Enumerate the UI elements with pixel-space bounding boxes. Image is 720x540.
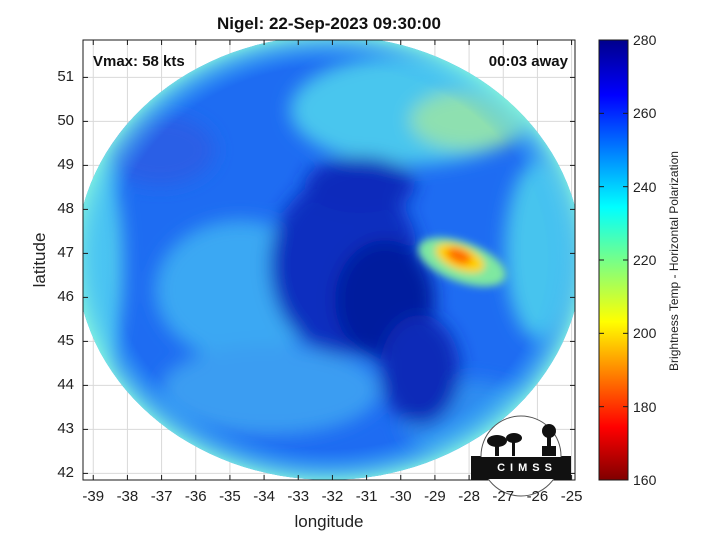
x-tick-label: -25 [560, 488, 583, 505]
x-tick-label: -31 [355, 488, 378, 505]
y-tick-label: 50 [57, 112, 74, 130]
x-tick-marks [92, 40, 573, 480]
time-away-annotation: 00:03 away [488, 53, 568, 70]
y-tick-label: 45 [57, 332, 74, 350]
cimss-logo-text: CIMSS [497, 462, 557, 474]
y-tick-label: 44 [57, 376, 74, 394]
colorbar-tick-label: 240 [633, 178, 657, 195]
cimss-logo-graphic [471, 415, 571, 497]
y-tick-label: 47 [57, 244, 74, 262]
colorbar-tick-marks [599, 39, 628, 481]
colorbar-tick-label: 260 [633, 105, 657, 122]
brightness-temperature-swath [83, 40, 575, 480]
colorbar-tick-label: 160 [633, 472, 657, 488]
chart-title: Nigel: 22-Sep-2023 09:30:00 [217, 14, 441, 33]
x-tick-label: -30 [389, 488, 412, 505]
y-tick-label: 48 [57, 200, 74, 218]
y-tick-label: 49 [57, 156, 74, 174]
colorbar-tick-label: 180 [633, 398, 657, 415]
y-axis-label: latitude [30, 232, 49, 288]
x-tick-label: -34 [253, 488, 275, 505]
colorbar-tick-label: 280 [633, 32, 657, 48]
y-tick-label: 51 [57, 68, 74, 86]
vmax-annotation: Vmax: 58 kts [93, 53, 185, 70]
x-tick-label: -35 [219, 488, 241, 505]
x-tick-label: -38 [116, 488, 139, 505]
y-tick-label: 46 [57, 288, 74, 306]
x-tick-label: -29 [424, 488, 446, 505]
colorbar-tick-label: 220 [633, 252, 657, 268]
y-tick-label: 43 [57, 420, 74, 438]
x-axis-label: longitude [294, 512, 364, 531]
x-tick-label: -32 [321, 488, 344, 505]
plot-frame [82, 39, 576, 481]
swath-edge-glow [83, 40, 575, 480]
x-tick-label: -36 [184, 488, 207, 505]
colorbar-tick-label: 200 [633, 325, 657, 342]
x-tick-label: -37 [150, 488, 173, 505]
x-tick-label: -27 [492, 488, 515, 505]
x-tick-label: -26 [526, 488, 549, 505]
x-tick-label: -39 [82, 488, 105, 505]
x-tick-label: -28 [458, 488, 480, 505]
y-tick-label: 42 [57, 464, 74, 482]
colorbar-label: Brightness Temp - Horizontal Polarizatio… [667, 151, 681, 371]
x-tick-label: -33 [287, 488, 310, 505]
